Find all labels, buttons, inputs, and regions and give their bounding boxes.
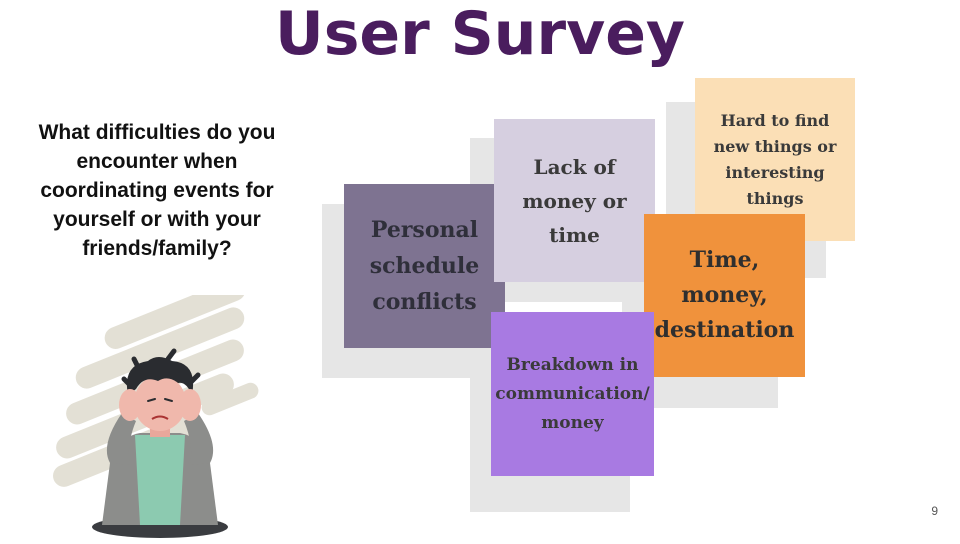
note-time-money-destination: Time, money, destination xyxy=(644,214,805,377)
survey-question: What difficulties do you encounter when … xyxy=(38,121,276,260)
note-hard-to-find-new-things: Hard to find new things or interesting t… xyxy=(695,78,855,241)
note-lack-of-money-or-time: Lack of money or time xyxy=(494,119,655,282)
slide-title: User Survey xyxy=(274,0,686,69)
note-lack-of-money-or-time-text: Lack of money or time xyxy=(522,154,627,247)
note-breakdown-in-communication-text: Breakdown in communication/ money xyxy=(495,354,650,433)
note-personal-schedule-conflicts: Personal schedule conflicts xyxy=(344,184,505,348)
note-hard-to-find-new-things-text: Hard to find new things or interesting t… xyxy=(713,110,837,208)
page-number: 9 xyxy=(931,504,938,518)
note-time-money-destination-text: Time, money, destination xyxy=(654,247,795,343)
note-personal-schedule-conflicts-text: Personal schedule conflicts xyxy=(369,217,480,315)
stressed-person-icon xyxy=(40,279,280,540)
note-breakdown-in-communication: Breakdown in communication/ money xyxy=(491,312,654,476)
